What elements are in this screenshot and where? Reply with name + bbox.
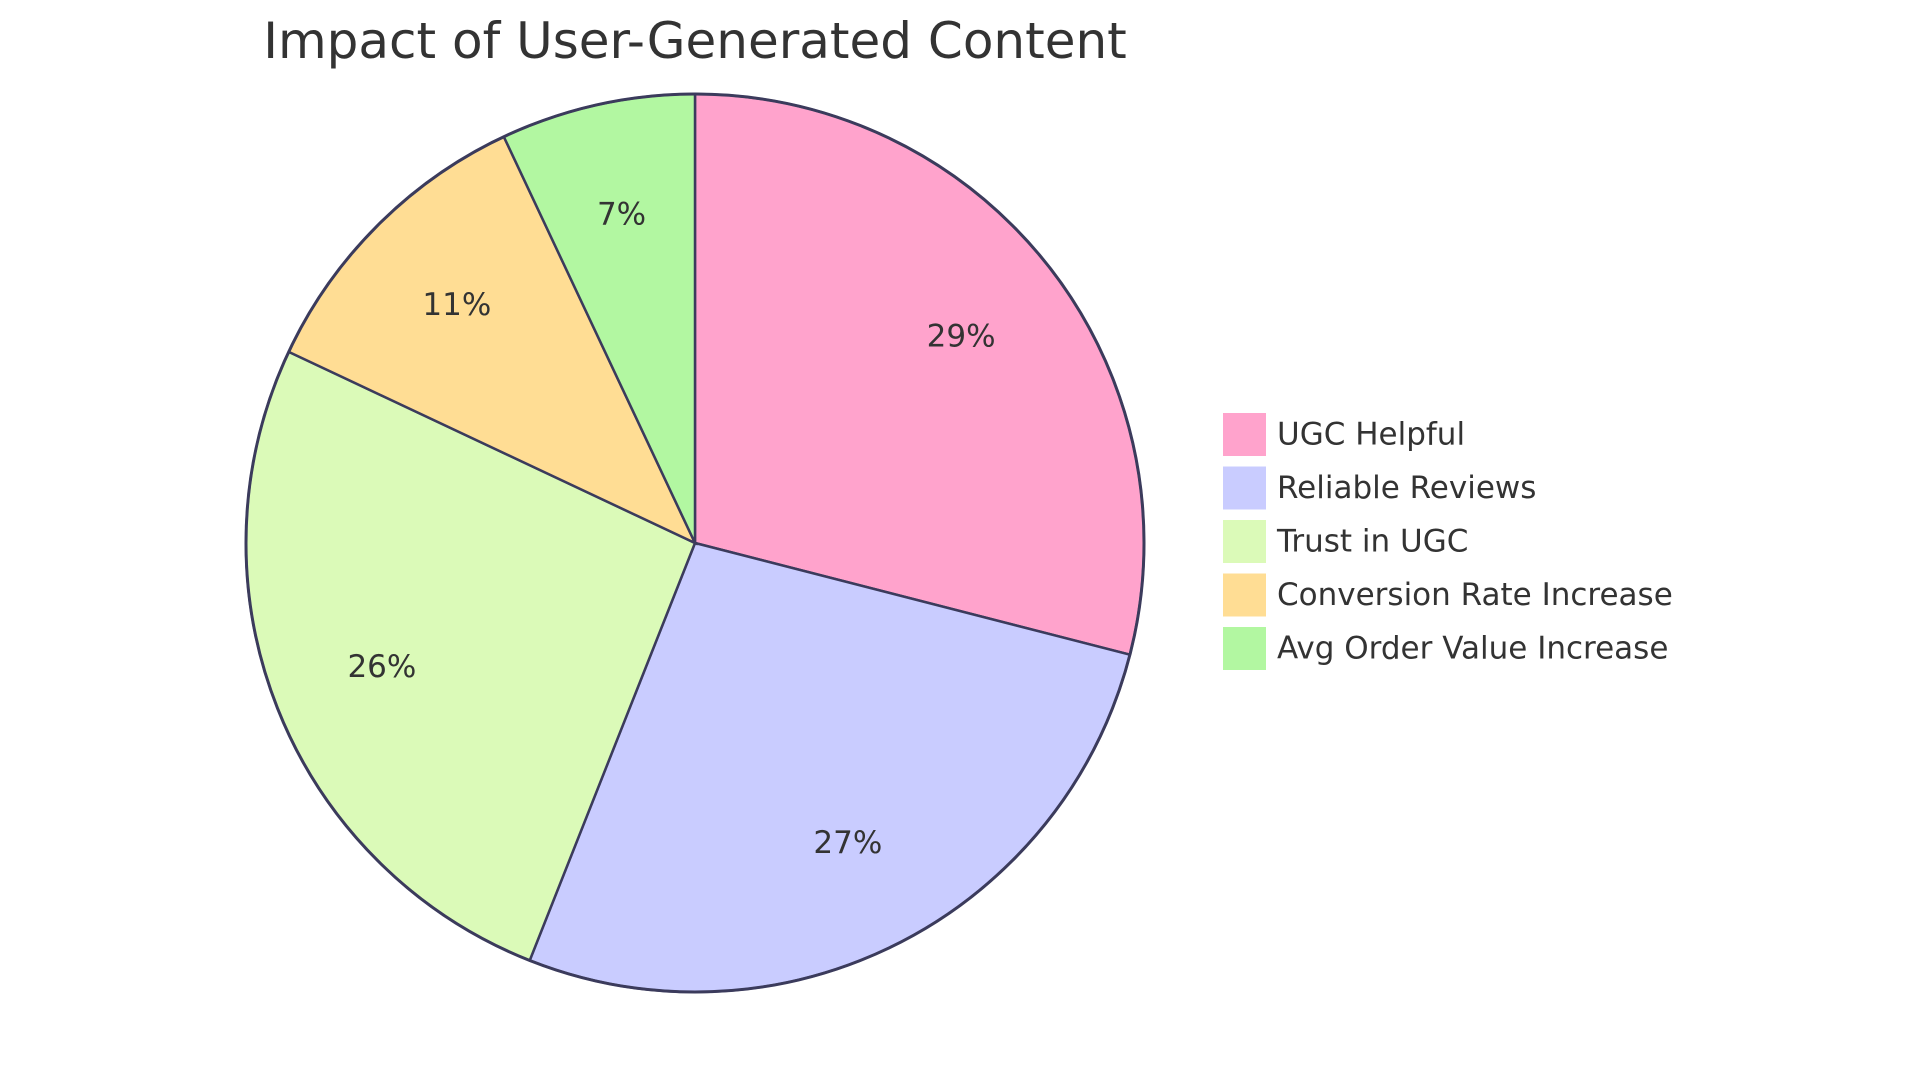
- slice-label-reliable-reviews: 27%: [813, 825, 882, 861]
- legend-label-trust-in-ugc: Trust in UGC: [1276, 524, 1468, 560]
- slice-label-conversion-rate-increase: 11%: [422, 287, 491, 323]
- legend-swatch-reliable-reviews: [1221, 464, 1268, 512]
- slice-label-avg-order-value-increase: 7%: [597, 196, 646, 232]
- pie-slices: [244, 92, 1146, 994]
- legend-label-ugc-helpful: UGC Helpful: [1277, 417, 1465, 453]
- legend-label-reliable-reviews: Reliable Reviews: [1277, 470, 1536, 506]
- chart-title: Impact of User-Generated Content: [263, 12, 1127, 70]
- slice-label-trust-in-ugc: 26%: [347, 649, 416, 685]
- pie-outline: [244, 92, 1146, 994]
- legend-swatch-ugc-helpful: [1221, 411, 1268, 458]
- slice-label-ugc-helpful: 29%: [927, 319, 996, 355]
- legend: UGC Helpful Reliable Reviews Trust in UGC C…: [1221, 411, 1673, 672]
- legend-label-avg-order-value-increase: Avg Order Value Increase: [1277, 631, 1668, 667]
- legend-swatch-trust-in-ugc: [1221, 518, 1268, 565]
- legend-label-conversion-rate-increase: Conversion Rate Increase: [1277, 577, 1673, 613]
- legend-swatch-avg-order-value-increase: [1221, 625, 1268, 672]
- pie-slice-labels: 29% 27% 26% 11% 7%: [347, 196, 995, 861]
- legend-swatch-conversion-rate-increase: [1221, 571, 1268, 619]
